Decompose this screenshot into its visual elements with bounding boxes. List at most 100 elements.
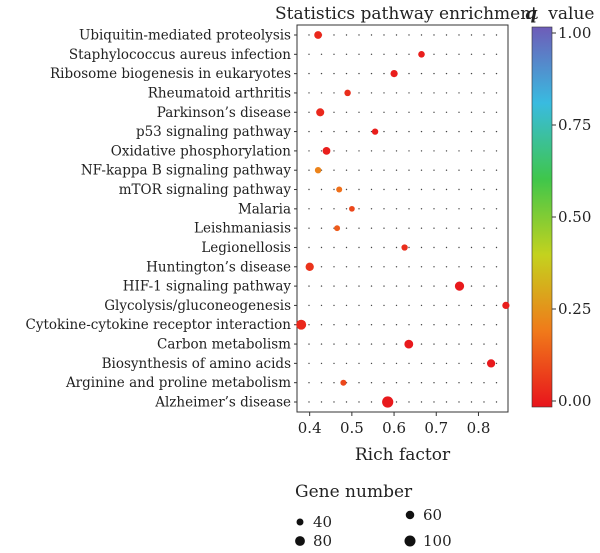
data-point bbox=[502, 301, 510, 310]
grid-dot bbox=[320, 227, 323, 229]
data-point bbox=[316, 108, 325, 117]
size-legend: 40 60 80 100 bbox=[295, 506, 452, 550]
grid-dot bbox=[420, 343, 423, 345]
grid-dot bbox=[483, 111, 485, 114]
grid-dot bbox=[445, 343, 448, 345]
grid-dot bbox=[458, 92, 460, 94]
colorbar-ticks: 0.00 0.25 0.50 0.75 1.00 bbox=[552, 24, 591, 410]
grid-dot bbox=[420, 285, 423, 287]
size-legend-marker bbox=[404, 535, 416, 547]
grid-dot bbox=[445, 362, 448, 365]
grid-dot bbox=[358, 72, 360, 75]
grid-dot bbox=[358, 208, 360, 210]
grid-dot bbox=[458, 401, 460, 403]
grid-dot bbox=[395, 34, 398, 36]
grid-dot bbox=[433, 362, 435, 365]
grid-dot bbox=[333, 401, 335, 403]
grid-dot bbox=[433, 285, 435, 287]
grid-dot bbox=[458, 130, 460, 133]
grid-dot bbox=[308, 208, 310, 210]
plot-frame bbox=[296, 24, 509, 413]
grid-dots bbox=[308, 34, 498, 403]
x-axis-title: Rich factor bbox=[355, 445, 451, 465]
grid-dot bbox=[408, 34, 410, 36]
grid-dot bbox=[495, 343, 498, 345]
grid-dot bbox=[408, 208, 410, 210]
grid-dot bbox=[320, 130, 323, 133]
grid-dot bbox=[408, 227, 410, 229]
grid-dot bbox=[395, 208, 398, 210]
grid-dot bbox=[470, 324, 473, 326]
size-legend-marker bbox=[405, 510, 415, 520]
grid-dot bbox=[308, 227, 310, 229]
grid-dot bbox=[420, 150, 423, 152]
grid-dot bbox=[483, 401, 485, 403]
grid-dot bbox=[333, 150, 335, 152]
grid-dot bbox=[470, 169, 473, 171]
grid-dot bbox=[483, 304, 485, 307]
size-legend-marker bbox=[296, 518, 304, 526]
grid-dot bbox=[470, 246, 473, 249]
grid-dot bbox=[345, 208, 348, 210]
grid-dot bbox=[458, 362, 460, 365]
grid-dot bbox=[395, 285, 398, 287]
y-tick-label: Malaria bbox=[238, 201, 291, 217]
grid-dot bbox=[345, 34, 348, 36]
grid-dot bbox=[483, 246, 485, 249]
grid-dot bbox=[395, 53, 398, 55]
grid-dot bbox=[483, 208, 485, 210]
grid-dot bbox=[308, 53, 310, 55]
data-point bbox=[486, 359, 496, 368]
grid-dot bbox=[370, 401, 373, 403]
grid-dot bbox=[345, 285, 348, 287]
grid-dot bbox=[408, 188, 410, 191]
grid-dot bbox=[370, 72, 373, 75]
grid-dot bbox=[483, 266, 485, 268]
grid-dot bbox=[433, 382, 435, 384]
grid-dot bbox=[458, 246, 460, 249]
data-point bbox=[334, 225, 341, 232]
grid-dot bbox=[483, 285, 485, 287]
grid-dot bbox=[433, 111, 435, 114]
data-point bbox=[418, 51, 425, 58]
grid-dot bbox=[395, 401, 398, 403]
grid-dot bbox=[495, 324, 498, 326]
grid-dot bbox=[345, 362, 348, 365]
grid-dot bbox=[470, 285, 473, 287]
grid-dot bbox=[370, 34, 373, 36]
grid-dot bbox=[370, 304, 373, 307]
grid-dot bbox=[320, 266, 323, 268]
grid-dot bbox=[445, 53, 448, 55]
grid-dot bbox=[420, 208, 423, 210]
grid-dot bbox=[308, 343, 310, 345]
grid-dot bbox=[345, 227, 348, 229]
grid-dot bbox=[395, 343, 398, 345]
grid-dot bbox=[495, 382, 498, 384]
grid-dot bbox=[383, 227, 385, 229]
grid-dot bbox=[470, 382, 473, 384]
grid-dot bbox=[445, 150, 448, 152]
grid-dot bbox=[433, 53, 435, 55]
grid-dot bbox=[408, 150, 410, 152]
grid-dot bbox=[445, 304, 448, 307]
grid-dot bbox=[483, 53, 485, 55]
grid-dot bbox=[458, 266, 460, 268]
data-point bbox=[314, 31, 322, 39]
grid-dot bbox=[420, 266, 423, 268]
colorbar-tick-label: 0.00 bbox=[558, 392, 591, 410]
grid-dot bbox=[395, 169, 398, 171]
grid-dot bbox=[358, 401, 360, 403]
grid-dot bbox=[358, 34, 360, 36]
grid-dot bbox=[333, 343, 335, 345]
grid-dot bbox=[358, 150, 360, 152]
grid-dot bbox=[383, 285, 385, 287]
grid-dot bbox=[395, 246, 398, 249]
y-tick-label: Carbon metabolism bbox=[157, 337, 291, 353]
grid-dot bbox=[320, 208, 323, 210]
data-point bbox=[454, 281, 465, 291]
grid-dot bbox=[495, 72, 498, 75]
grid-dot bbox=[370, 150, 373, 152]
grid-dot bbox=[383, 208, 385, 210]
x-tick-label: 0.6 bbox=[382, 419, 406, 437]
grid-dot bbox=[470, 343, 473, 345]
